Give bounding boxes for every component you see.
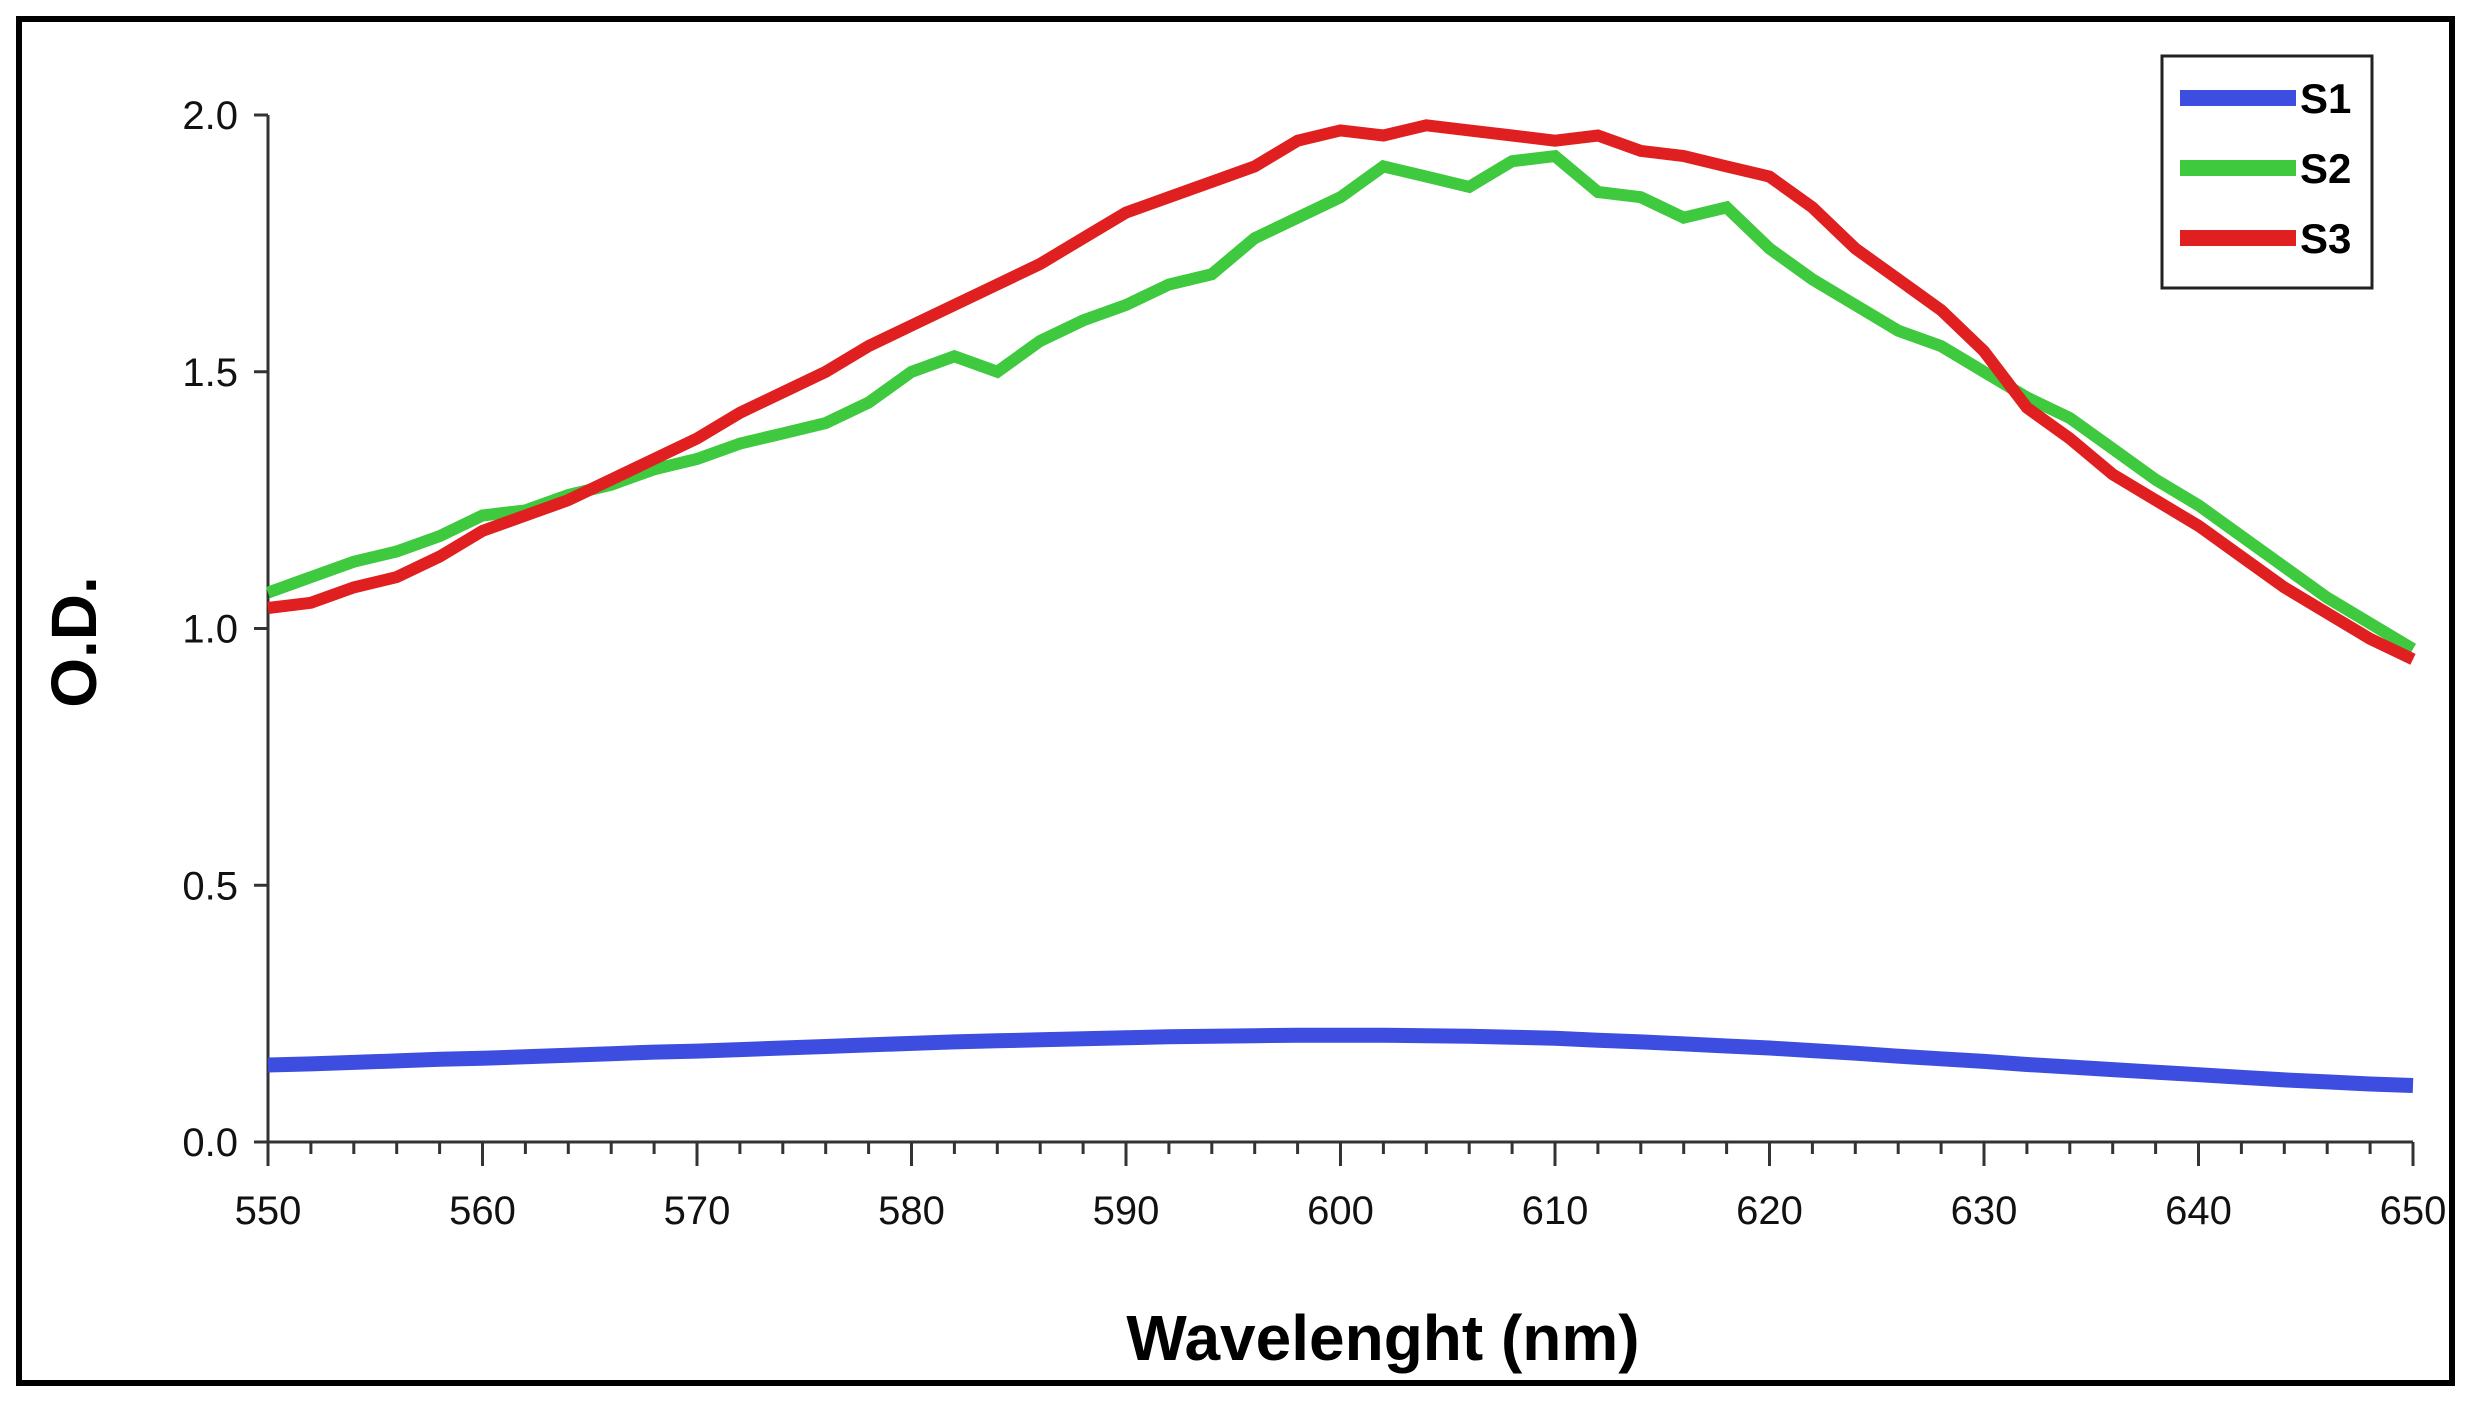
x-tick-label: 620 xyxy=(1736,1189,1803,1233)
x-tick-label: 560 xyxy=(449,1189,516,1233)
legend-label-s3: S3 xyxy=(2300,215,2351,262)
series-line-s3 xyxy=(267,119,2416,665)
y-tick-label: 1.5 xyxy=(182,351,238,395)
x-tick-label: 630 xyxy=(1951,1189,2018,1233)
chart-axes: 0.0 0.5 1.0 1.5 2.0 550 560 570 580 590 600 610 620 6… xyxy=(182,94,2446,1233)
series-layer xyxy=(265,119,2417,1093)
y-tick-label: 0.5 xyxy=(182,864,238,908)
legend-label-s1: S1 xyxy=(2300,75,2351,122)
y-tick-label: 2.0 xyxy=(182,94,238,138)
legend-label-s2: S2 xyxy=(2300,145,2351,192)
x-tick-label: 590 xyxy=(1093,1189,1160,1233)
x-tick-label: 600 xyxy=(1307,1189,1374,1233)
y-tick-label: 1.0 xyxy=(182,608,238,652)
y-tick-label: 0.0 xyxy=(182,1121,238,1165)
legend: S1 S2 S3 xyxy=(2160,54,2374,290)
x-tick-label: 550 xyxy=(235,1189,302,1233)
x-axis-title: Wavelenght (nm) xyxy=(1126,1302,1639,1374)
x-tick-label: 570 xyxy=(664,1189,731,1233)
x-tick-label: 580 xyxy=(878,1189,945,1233)
chart-frame xyxy=(16,16,2455,1386)
x-tick-label: 650 xyxy=(2380,1189,2447,1233)
series-line-s1 xyxy=(267,1027,2414,1093)
y-axis-title: O.D. xyxy=(38,576,110,708)
series-line-s2 xyxy=(265,149,2417,655)
x-tick-label: 610 xyxy=(1522,1189,1589,1233)
x-tick-label: 640 xyxy=(2165,1189,2232,1233)
